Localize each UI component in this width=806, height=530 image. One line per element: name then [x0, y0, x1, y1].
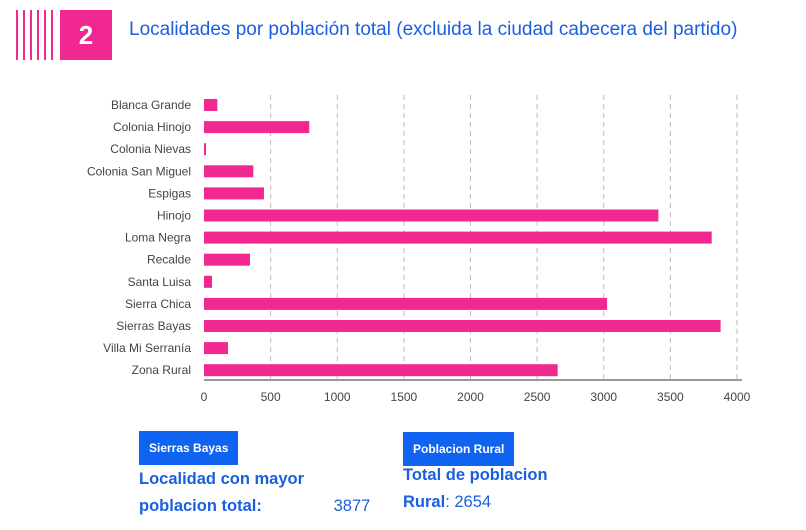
bar-chart: 0 500 1000 1500 2000 2500 3000 3500 4000 Blanca G… [87, 95, 751, 404]
stat-label: Total de poblacion [403, 466, 548, 484]
y-category-label: Zona Rural [132, 363, 191, 377]
y-category-label: Loma Negra [125, 231, 191, 245]
x-tick-label: 2500 [524, 390, 551, 404]
bar [204, 275, 212, 288]
bar [204, 187, 264, 200]
stat-rural: Total de poblacion Rural: 2654 [403, 466, 548, 511]
x-tick-label: 3500 [657, 390, 684, 404]
y-category-label: Blanca Grande [111, 98, 191, 112]
bar [204, 143, 206, 156]
y-category-label: Colonia Hinojo [113, 120, 191, 134]
bar [204, 364, 558, 377]
x-tick-label: 0 [201, 390, 208, 404]
stat-value: 2654 [454, 493, 492, 511]
x-tick-label: 2000 [457, 390, 484, 404]
y-category-label: Colonia Nievas [110, 142, 191, 156]
page-title: Localidades por población total (excluid… [129, 19, 738, 40]
highlight-tag-sierras-bayas: Sierras Bayas [139, 431, 239, 465]
highlight-tag-rural: Poblacion Rural [403, 432, 515, 466]
stat-max-locality: Localidad con mayor poblacion total: 387… [139, 466, 370, 520]
y-category-label: Sierras Bayas [116, 319, 191, 333]
bar [204, 209, 659, 222]
x-tick-label: 500 [261, 390, 281, 404]
x-tick-label: 4000 [724, 390, 751, 404]
bar [204, 297, 608, 310]
bar [204, 342, 228, 355]
y-category-label: Hinojo [157, 209, 191, 223]
x-tick-label: 1500 [391, 390, 418, 404]
stat-value: 3877 [333, 497, 371, 515]
bar [204, 231, 712, 244]
section-number-badge: 2 [60, 10, 112, 60]
y-category-label: Sierra Chica [125, 297, 191, 311]
bar [204, 320, 721, 332]
y-category-label: Recalde [147, 253, 191, 267]
decorative-stripes [16, 10, 56, 60]
bar [204, 121, 310, 134]
bar [204, 165, 254, 178]
y-category-label: Colonia San Miguel [87, 164, 191, 178]
stat-label: Localidad con mayor poblacion total: [139, 470, 305, 515]
y-category-label: Santa Luisa [128, 275, 192, 289]
bar [204, 253, 250, 266]
bar [204, 99, 218, 111]
y-category-label: Villa Mi Serranía [103, 341, 191, 355]
y-category-label: Espigas [148, 186, 191, 200]
x-tick-label: 1000 [324, 390, 351, 404]
x-tick-label: 3000 [590, 390, 617, 404]
stat-label: Rural [403, 493, 446, 511]
